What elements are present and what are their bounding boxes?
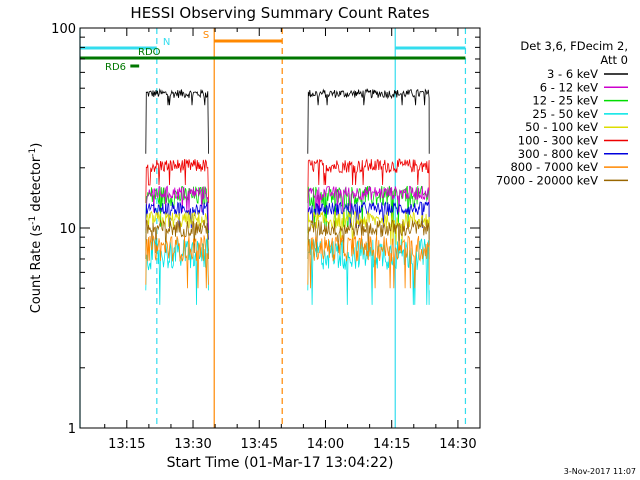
series-line-3-6-kev-segment-1	[307, 88, 430, 154]
flag-label-rdo: RDO	[138, 47, 161, 58]
y-axis-title-sup2: -1	[28, 148, 38, 157]
x-tick-label-14-15: 14:15	[373, 437, 410, 452]
series-line-12-25-kev-segment-1	[307, 185, 430, 234]
legend-label-100-300-kev: 100 - 300 keV	[518, 134, 598, 148]
flag-label-n: N	[163, 37, 170, 48]
x-tick-label-13-15: 13:15	[108, 437, 145, 452]
y-tick-label-1: 1	[68, 422, 76, 437]
series-line-300-800-kev-segment-1	[307, 200, 430, 240]
chart-title: HESSI Observing Summary Count Rates	[130, 4, 429, 22]
x-axis: 13:15 13:30 13:45 14:00 14:15 14:30	[104, 28, 481, 452]
series-lines	[145, 88, 430, 305]
flag-label-rd6: RD6	[105, 62, 126, 73]
y-axis-title-sup1: -1	[28, 216, 38, 225]
y-axis: 1 10 100	[51, 22, 480, 437]
y-axis-title-mid: detector	[29, 156, 44, 216]
series-line-100-300-kev-segment-0	[145, 159, 209, 204]
legend-label-3-6-kev: 3 - 6 keV	[547, 67, 598, 81]
x-tick-label-13-30: 13:30	[174, 437, 211, 452]
series-line-6-12-kev-segment-1	[307, 185, 430, 231]
legend-label-50-100-kev: 50 - 100 keV	[525, 120, 598, 134]
x-tick-label-14-30: 14:30	[439, 437, 476, 452]
legend-header-line-2: Att 0	[600, 53, 628, 67]
flag-label-s: S	[203, 30, 209, 41]
y-tick-label-10: 10	[59, 222, 76, 237]
series-line-50-100-kev-segment-0	[145, 211, 209, 251]
legend-label-7000-20000-kev: 7000 - 20000 keV	[496, 173, 598, 187]
legend-label-800-7000-kev: 800 - 7000 keV	[510, 160, 598, 174]
legend-label-300-800-kev: 300 - 800 keV	[518, 147, 598, 161]
footer-date: 3-Nov-2017 11:07	[564, 467, 636, 476]
series-line-100-300-kev-segment-1	[307, 158, 430, 204]
series-line-800-7000-kev-segment-0	[145, 235, 209, 289]
series-line-50-100-kev-segment-1	[307, 211, 430, 251]
series-line-6-12-kev-segment-0	[145, 185, 209, 231]
legend-label-12-25-kev: 12 - 25 keV	[532, 94, 598, 108]
legend-label-6-12-kev: 6 - 12 keV	[540, 80, 598, 94]
x-axis-title: Start Time (01-Mar-17 13:04:22)	[167, 455, 394, 471]
legend-header-line-1: Det 3,6, FDecim 2,	[520, 39, 628, 53]
legend-label-25-50-kev: 25 - 50 keV	[532, 107, 598, 121]
instrument-flags: N S RDO RD6	[80, 30, 466, 73]
y-axis-title: Count Rate (s-1 detector-1)	[28, 143, 44, 314]
series-line-300-800-kev-segment-0	[145, 201, 209, 240]
series-line-3-6-kev-segment-0	[145, 88, 209, 154]
x-tick-label-13-45: 13:45	[241, 437, 278, 452]
y-axis-title-main: Count Rate (s	[29, 225, 44, 314]
series-line-800-7000-kev-segment-1	[307, 235, 430, 289]
y-axis-title-end: )	[29, 143, 44, 148]
x-tick-label-14-00: 14:00	[307, 437, 344, 452]
y-tick-label-100: 100	[51, 22, 76, 37]
